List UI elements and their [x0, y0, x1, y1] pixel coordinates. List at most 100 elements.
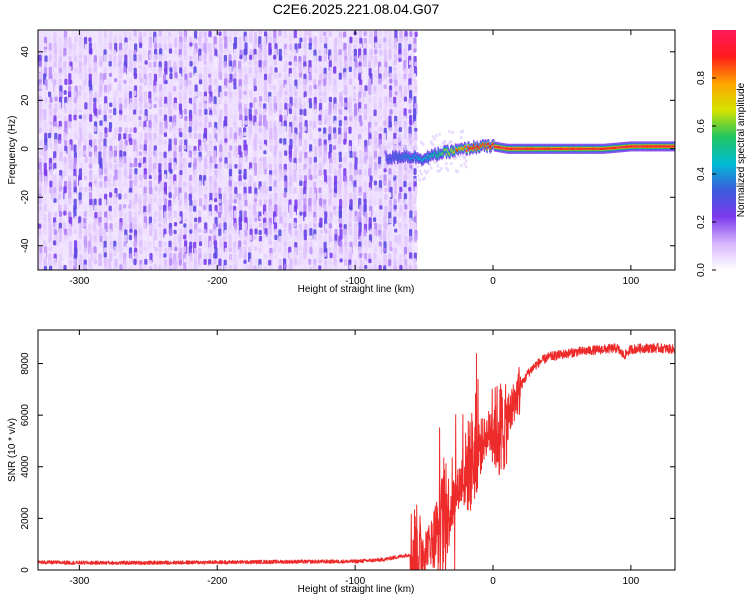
noise-cell [238, 265, 242, 270]
spectrogram-signal [385, 129, 675, 182]
signal-cell [641, 145, 643, 148]
noise-cell [413, 247, 417, 252]
signal-cell [586, 147, 588, 150]
signal-cell [649, 145, 651, 148]
noise-cell [194, 132, 198, 140]
signal-cell [420, 157, 422, 160]
noise-cell [319, 198, 323, 208]
signal-peak [592, 147, 595, 150]
noise-cell [309, 246, 313, 256]
noise-cell [153, 85, 157, 94]
noise-cell [344, 187, 348, 194]
x-tick-label: -300 [69, 276, 89, 287]
noise-cell [58, 56, 62, 63]
y-tick-label: -40 [20, 238, 31, 253]
signal-cell [597, 147, 599, 150]
noise-cell [113, 108, 117, 116]
noise-cell [328, 169, 332, 174]
signal-halo [430, 141, 433, 145]
noise-cell [59, 145, 63, 153]
signal-cell [392, 155, 395, 158]
signal-halo [405, 172, 408, 176]
noise-cell [273, 84, 277, 91]
noise-cell [154, 150, 158, 161]
signal-halo [461, 129, 465, 133]
signal-peak [455, 149, 459, 152]
noise-cell [109, 162, 113, 172]
noise-cell [154, 96, 158, 102]
noise-cell [288, 163, 292, 170]
noise-cell [333, 163, 337, 169]
noise-cell [369, 102, 373, 110]
noise-cell [133, 122, 137, 127]
noise-cell [213, 85, 217, 90]
noise-cell [179, 139, 183, 146]
signal-cell [426, 156, 428, 159]
noise-cell [118, 61, 122, 68]
noise-cell [373, 229, 377, 237]
noise-cell [359, 79, 363, 86]
noise-cell [328, 91, 332, 98]
signal-cell [595, 147, 597, 150]
signal-cell [536, 147, 539, 150]
noise-cell [373, 217, 377, 222]
signal-halo [435, 134, 438, 138]
noise-cell [153, 61, 157, 68]
noise-cell [414, 132, 418, 142]
noise-cell [74, 126, 78, 135]
noise-cell [368, 258, 372, 264]
noise-cell [344, 120, 348, 129]
noise-cell [278, 67, 282, 72]
noise-cell [204, 49, 208, 54]
noise-cell [88, 31, 92, 39]
signal-halo [416, 174, 420, 178]
noise-cell [139, 102, 143, 113]
signal-cell [492, 143, 494, 146]
noise-cell [98, 228, 102, 238]
noise-cell [218, 31, 222, 36]
noise-cell [38, 216, 43, 221]
signal-halo [458, 154, 461, 158]
noise-cell [179, 169, 183, 176]
noise-cell [143, 49, 147, 58]
noise-cell [404, 67, 408, 76]
noise-cell [248, 186, 252, 195]
noise-cell [353, 72, 357, 77]
noise-cell [103, 204, 107, 211]
noise-cell [128, 72, 133, 80]
signal-cell [566, 147, 568, 150]
noise-cell [283, 66, 287, 73]
noise-cell [183, 108, 187, 115]
noise-cell [124, 84, 128, 93]
signal-halo [385, 147, 388, 150]
noise-cell [173, 162, 177, 172]
noise-cell [164, 36, 168, 46]
noise-cell [103, 109, 107, 117]
noise-cell [169, 216, 173, 222]
noise-cell [133, 109, 137, 116]
noise-cell [144, 60, 148, 65]
noise-cell [93, 126, 97, 132]
signal-cell [403, 154, 406, 157]
noise-cell [198, 228, 202, 233]
signal-cell [558, 147, 560, 150]
signal-cell [524, 147, 526, 150]
noise-cell [213, 127, 217, 134]
noise-cell [338, 193, 342, 201]
noise-cell [73, 229, 77, 234]
noise-cell [78, 145, 82, 154]
noise-cell [379, 126, 383, 132]
signal-cell [475, 148, 477, 151]
noise-cell [113, 134, 117, 140]
noise-cell [393, 60, 397, 66]
signal-cell [561, 147, 564, 150]
noise-cell [39, 246, 43, 254]
noise-cell [328, 31, 332, 37]
noise-cell [218, 211, 222, 218]
noise-cell [309, 265, 313, 270]
noise-cell [353, 205, 357, 212]
signal-cell [418, 157, 420, 160]
noise-cell [98, 139, 102, 145]
noise-cell [228, 217, 232, 224]
noise-cell [78, 90, 82, 97]
